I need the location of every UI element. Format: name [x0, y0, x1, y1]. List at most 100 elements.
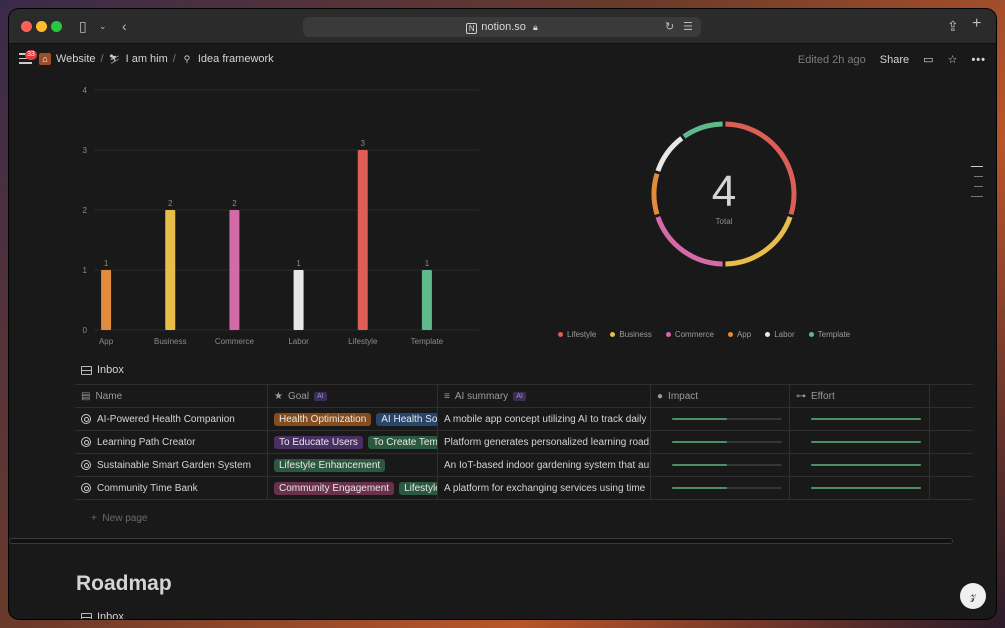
row-impact-cell[interactable]: [651, 454, 790, 476]
row-summary-cell[interactable]: Platform generates personalized learning…: [438, 431, 651, 453]
zoom-window-button[interactable]: [51, 21, 62, 32]
donut-slice-app[interactable]: [651, 172, 660, 216]
donut-total-label: Total: [715, 217, 733, 226]
row-goal-cell[interactable]: To Educate Users To Create Templates: [268, 431, 438, 453]
row-effort-cell[interactable]: [790, 454, 930, 476]
x-tick-label: Business: [154, 337, 186, 346]
table-row[interactable]: Learning Path Creator To Educate Users T…: [75, 431, 973, 454]
row-name-cell[interactable]: Sustainable Smart Garden System: [75, 454, 268, 476]
bar-template[interactable]: [421, 270, 432, 330]
column-header-effort[interactable]: ⊶ Effort: [790, 385, 930, 407]
row-effort-cell[interactable]: [790, 408, 930, 430]
row-impact-cell[interactable]: [651, 477, 790, 499]
table-row[interactable]: Sustainable Smart Garden System Lifestyl…: [75, 454, 973, 477]
bar-business[interactable]: [165, 210, 176, 330]
chevron-down-icon[interactable]: ⌄: [99, 21, 107, 31]
bar-lifestyle[interactable]: [357, 150, 368, 330]
impact-progress: [672, 487, 782, 489]
dumbbell-icon: ⊶: [796, 390, 806, 402]
notification-badge: 33: [25, 50, 37, 60]
legend-dot: [765, 332, 771, 337]
donut-slice-labor[interactable]: [655, 136, 684, 172]
row-effort-cell[interactable]: [790, 477, 930, 499]
table-of-contents-icon[interactable]: [971, 166, 983, 206]
row-impact-cell[interactable]: [651, 431, 790, 453]
back-arrow-icon[interactable]: ‹: [122, 18, 127, 34]
legend-item-labor[interactable]: Labor: [765, 330, 795, 339]
sidebar-toggle-icon[interactable]: ▯: [79, 18, 87, 34]
board-icon: [81, 612, 92, 619]
close-window-button[interactable]: [21, 21, 32, 32]
column-header-add[interactable]: [930, 385, 973, 407]
row-impact-cell[interactable]: [651, 408, 790, 430]
row-goal-cell[interactable]: Health Optimization AI Health Solutions: [268, 408, 438, 430]
legend-item-app[interactable]: App: [727, 330, 751, 339]
row-summary-cell[interactable]: A platform for exchanging services using…: [438, 477, 651, 499]
effort-fill: [811, 464, 921, 466]
breadcrumb-item-idea-framework[interactable]: Idea framework: [197, 53, 274, 65]
column-header-impact[interactable]: ● Impact: [651, 385, 790, 407]
column-header-goal[interactable]: ★ Goal AI: [268, 385, 438, 407]
row-summary-cell[interactable]: An IoT-based indoor gardening system tha…: [438, 454, 651, 476]
legend-dot: [727, 332, 733, 337]
bar-value-label: 2: [168, 199, 173, 208]
legend-item-business[interactable]: Business: [610, 330, 652, 339]
x-tick-label: Lifestyle: [348, 337, 378, 346]
help-button[interactable]: 𝓏: [960, 583, 986, 609]
new-page-button[interactable]: + New page: [91, 513, 147, 524]
legend-item-template[interactable]: Template: [808, 330, 850, 339]
donut-total-value: 4: [711, 167, 737, 216]
bar-app[interactable]: [101, 270, 112, 330]
bar-commerce[interactable]: [229, 210, 240, 330]
row-summary-cell[interactable]: A mobile app concept utilizing AI to tra…: [438, 408, 651, 430]
reload-icon[interactable]: ↻: [665, 21, 675, 33]
row-effort-cell[interactable]: [790, 431, 930, 453]
column-header-label: Name: [95, 390, 123, 402]
legend-item-commerce[interactable]: Commerce: [665, 330, 714, 339]
star-icon[interactable]: ☆: [947, 54, 958, 66]
row-goal-cell[interactable]: Community Engagement Lifestyle: [268, 477, 438, 499]
breadcrumb-item-website[interactable]: Website: [56, 53, 96, 65]
donut-slice-template[interactable]: [682, 121, 723, 139]
notion-topbar: 33 ⌂ Website / ⛷ I am him / ⚲ Idea frame…: [9, 45, 996, 75]
inbox-view-tab[interactable]: Inbox: [81, 364, 124, 376]
comments-icon[interactable]: ▭: [923, 54, 934, 66]
share-sheet-icon[interactable]: ⇪: [947, 18, 959, 34]
goal-tag: Health Optimization: [274, 412, 372, 426]
notion-favicon-icon: N: [466, 23, 478, 34]
breadcrumb-item-i-am-him[interactable]: I am him: [125, 53, 168, 65]
donut-slice-commerce[interactable]: [655, 216, 723, 267]
column-header-label: AI summary: [454, 390, 509, 402]
donut-chart: [651, 121, 797, 267]
share-button[interactable]: Share: [879, 53, 910, 66]
row-name-cell[interactable]: Learning Path Creator: [75, 431, 268, 453]
x-tick-label: Labor: [288, 337, 309, 346]
column-header-ai-summary[interactable]: ≡ AI summary AI: [438, 385, 651, 407]
impact-progress: [672, 441, 782, 443]
table-row[interactable]: AI-Powered Health Companion Health Optim…: [75, 408, 973, 431]
help-icon: 𝓏: [969, 588, 977, 603]
row-name-cell[interactable]: Community Time Bank: [75, 477, 268, 499]
table-row[interactable]: Community Time Bank Community Engagement…: [75, 477, 973, 500]
ai-badge: AI: [314, 391, 327, 401]
row-name-cell[interactable]: AI-Powered Health Companion: [75, 408, 268, 430]
roadmap-inbox-view-tab[interactable]: Inbox: [81, 611, 124, 619]
new-tab-icon[interactable]: +: [972, 15, 982, 32]
row-empty-cell: [930, 431, 973, 453]
bar-labor[interactable]: [293, 270, 304, 330]
more-options-icon[interactable]: •••: [971, 53, 986, 66]
minimize-window-button[interactable]: [36, 21, 47, 32]
column-header-name[interactable]: ▤ Name: [75, 385, 268, 407]
edited-timestamp: Edited 2h ago: [797, 53, 866, 66]
horizontal-scrollbar[interactable]: [9, 538, 953, 544]
donut-slice-business[interactable]: [725, 216, 793, 267]
donut-slice-lifestyle[interactable]: [725, 121, 797, 216]
url-text: notion.so: [481, 21, 526, 33]
reader-icon[interactable]: ☰: [683, 21, 693, 33]
lightbulb-icon: ⚲: [183, 54, 191, 64]
row-goal-cell[interactable]: Lifestyle Enhancement: [268, 454, 438, 476]
legend-item-lifestyle[interactable]: Lifestyle: [558, 330, 596, 339]
impact-progress: [672, 464, 782, 466]
